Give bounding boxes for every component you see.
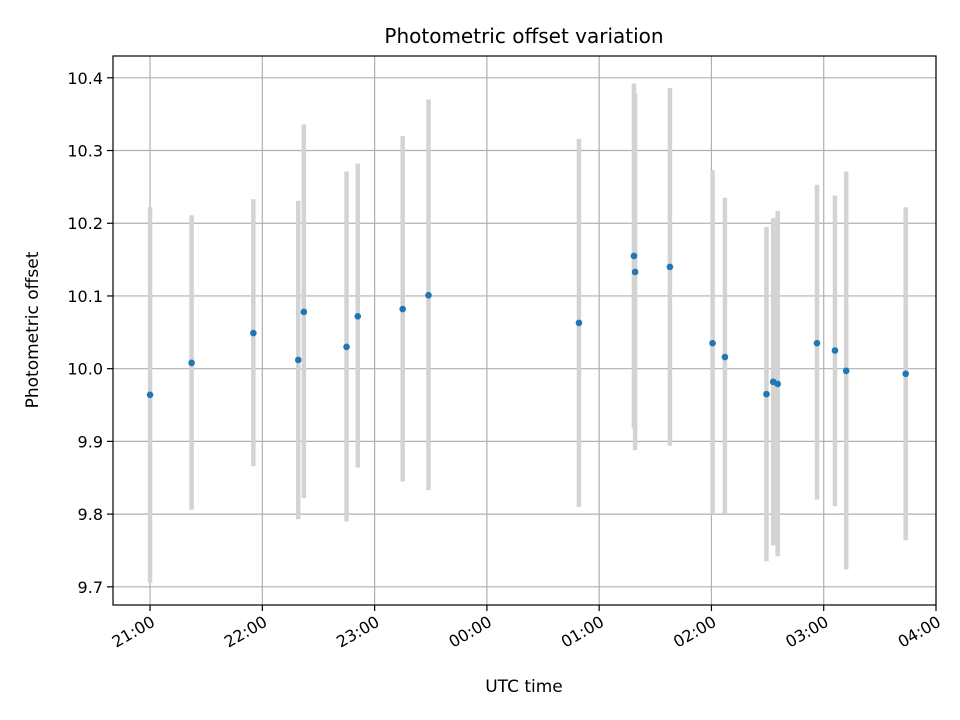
data-point <box>188 359 195 367</box>
point-layer <box>146 252 909 399</box>
y-tick-label: 10.3 <box>67 142 103 161</box>
data-point <box>425 291 432 299</box>
x-axis-label: UTC time <box>485 677 563 697</box>
y-tick-label: 10.4 <box>67 69 103 88</box>
y-tick-label: 9.8 <box>78 505 103 524</box>
data-point <box>763 390 770 398</box>
y-tick-label: 9.9 <box>78 432 103 451</box>
data-point <box>631 268 639 276</box>
plot-area-frame <box>112 55 937 606</box>
data-point <box>709 339 716 347</box>
data-point <box>146 391 154 399</box>
data-point <box>902 370 909 378</box>
data-point <box>842 367 850 375</box>
y-tick-label: 10.2 <box>67 214 103 233</box>
data-point <box>813 339 821 347</box>
y-tick-label: 9.7 <box>78 578 103 597</box>
data-point <box>300 308 308 316</box>
y-axis-label: Photometric offset <box>23 251 43 408</box>
data-point <box>630 252 638 260</box>
data-point <box>774 380 781 388</box>
data-point <box>575 319 583 327</box>
y-tick-label: 10.0 <box>67 360 103 379</box>
data-point <box>250 329 257 337</box>
data-point <box>294 356 302 364</box>
data-point <box>721 353 729 361</box>
y-tick-label: 10.1 <box>67 287 103 306</box>
data-point <box>666 263 674 271</box>
data-point <box>354 313 362 320</box>
data-point <box>399 305 406 313</box>
chart-title: Photometric offset variation <box>384 24 663 48</box>
data-point <box>831 347 839 354</box>
data-point <box>343 343 350 351</box>
